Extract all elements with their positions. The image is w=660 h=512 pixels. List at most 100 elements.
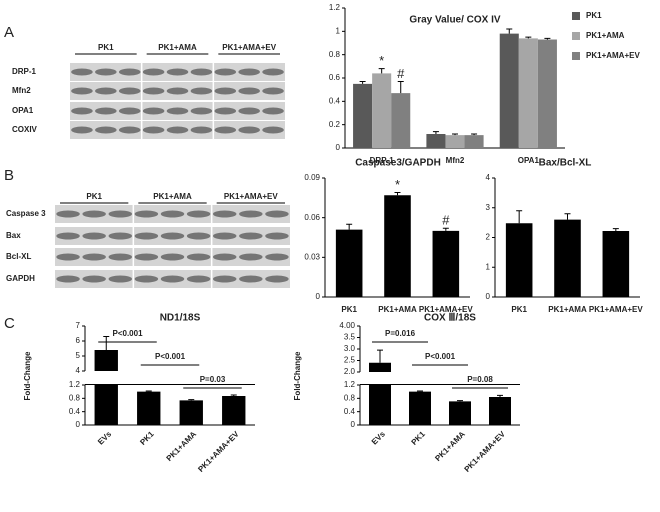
y-tick-label: 0 [316,292,321,301]
bar [384,195,411,297]
error-bar [397,81,404,94]
blot-band [56,210,80,218]
bar [372,73,392,148]
error-bar [544,37,551,40]
blot-band [71,107,93,115]
chart-title: Caspase3/GAPDH [355,158,441,169]
y-tick-label: 2.0 [344,367,356,376]
blot-band [190,107,213,115]
row-label: Caspase 3 [6,209,46,218]
error-bar [432,131,439,134]
blot-band [142,68,165,76]
error-bar [452,133,458,136]
lane-label: PK1+AMA+EV [222,43,276,52]
x-tick-label: PK1 [410,429,428,447]
legend-swatch [572,52,580,60]
bar [222,396,246,425]
x-tick-label: EVs [370,429,387,446]
blot-band [262,68,284,76]
blot-band [108,232,133,240]
lane-label: PK1+AMA+EV [224,192,278,201]
y-tick-label: 1 [336,26,341,35]
legend-label: PK1 [586,11,602,20]
blot-band [82,232,106,240]
y-tick-label: 3.0 [344,344,356,353]
y-tick-label: 2 [486,233,491,242]
error-bar [612,228,619,231]
blot-band [108,210,133,218]
bar [537,39,557,148]
blot-band [186,253,211,261]
blot-band [214,107,237,115]
panel-label: C [4,315,15,332]
x-tick-label: EVs [96,429,113,446]
error-bar [359,81,366,84]
chart-title: COX Ⅲ/18S [424,313,476,324]
blot-band [160,210,185,218]
y-tick-label: 0.09 [304,173,320,182]
blot-band [265,253,289,261]
blot-band [212,253,237,261]
blot-band [265,275,289,283]
blot-band [238,126,260,134]
blot-band [56,253,80,261]
blot-band [160,232,185,240]
blot-band [95,107,117,115]
blot-band [186,232,211,240]
blot-band [95,68,117,76]
blot-band [71,126,93,134]
x-tick-label: PK1+AMA+EV [196,429,241,474]
error-bar [442,227,449,231]
blot-band [190,87,213,95]
error-bar [457,400,463,402]
y-tick-label: 0.03 [304,252,320,261]
blot-band [262,87,284,95]
lane-label: PK1 [98,43,114,52]
y-tick-label: 1.2 [69,380,81,389]
legend-label: PK1+AMA [586,31,625,40]
y-tick-label: 1 [486,262,491,271]
chart-title: Bax/Bcl-XL [539,158,592,169]
x-tick-label: PK1+AMA [548,305,587,314]
error-bar [525,36,532,39]
y-tick-label: 7 [76,321,81,330]
blot-band [186,210,211,218]
x-tick-label: PK1+AMA [165,429,199,463]
x-tick-label: PK1+AMA [433,429,467,463]
row-label: OPA1 [12,106,34,115]
blot-band [239,232,263,240]
x-tick-label: PK1+AMA+EV [419,305,473,314]
error-bar [145,390,152,392]
blot-band [238,107,260,115]
chart-title: Gray Value/ COX IV [409,15,500,26]
blot-band [142,87,165,95]
bar [499,33,519,148]
row-label: Bax [6,231,21,240]
blot-band [265,210,289,218]
bar [369,362,391,425]
x-tick-label: DRP-1 [370,156,395,165]
y-tick-label: 0.4 [344,407,356,416]
blot-band [134,253,159,261]
blot-band [56,275,80,283]
bar [94,350,118,425]
bar [137,391,161,425]
blot-band [239,210,263,218]
y-tick-label: 0.8 [69,393,81,402]
blot-band [95,87,117,95]
error-bar [497,394,503,397]
error-bar [230,394,237,396]
blot-band [56,232,80,240]
y-tick-label: 0 [76,420,81,429]
y-tick-label: 4.00 [339,321,355,330]
bar [353,83,373,148]
blot-band [118,126,141,134]
blot-band [190,68,213,76]
bracket-label: P<0.001 [425,352,456,361]
error-bar [506,28,513,34]
blot-band [212,232,237,240]
bracket-label: P=0.08 [467,375,493,384]
lane-label: PK1+AMA [158,43,197,52]
blot-band [82,210,106,218]
y-tick-label: 0.8 [329,50,341,59]
